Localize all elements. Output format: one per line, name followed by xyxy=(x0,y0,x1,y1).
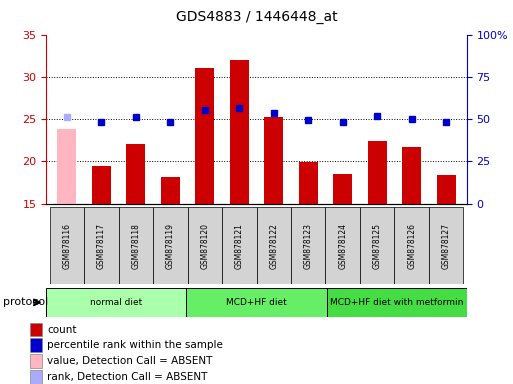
Bar xyxy=(394,207,429,284)
Bar xyxy=(92,166,111,204)
Bar xyxy=(153,207,188,284)
Bar xyxy=(186,288,327,317)
Text: GSM878126: GSM878126 xyxy=(407,223,416,269)
Bar xyxy=(84,207,119,284)
Bar xyxy=(327,288,467,317)
Bar xyxy=(325,207,360,284)
Bar xyxy=(50,207,84,284)
Text: GSM878118: GSM878118 xyxy=(131,223,141,269)
Text: value, Detection Call = ABSENT: value, Detection Call = ABSENT xyxy=(47,356,212,366)
Bar xyxy=(57,129,76,204)
Bar xyxy=(256,207,291,284)
Bar xyxy=(429,207,463,284)
Text: protocol: protocol xyxy=(3,297,48,308)
Bar xyxy=(360,207,394,284)
Text: GSM878123: GSM878123 xyxy=(304,223,313,269)
Text: GSM878120: GSM878120 xyxy=(200,223,209,269)
Text: GDS4883 / 1446448_at: GDS4883 / 1446448_at xyxy=(175,10,338,23)
Bar xyxy=(46,288,186,317)
Text: count: count xyxy=(47,324,76,334)
Text: normal diet: normal diet xyxy=(90,298,143,307)
Text: GSM878122: GSM878122 xyxy=(269,223,278,269)
Bar xyxy=(30,338,42,353)
Text: GSM878116: GSM878116 xyxy=(63,223,71,269)
Text: percentile rank within the sample: percentile rank within the sample xyxy=(47,340,223,350)
Bar xyxy=(30,323,42,336)
Bar xyxy=(264,116,283,204)
Bar xyxy=(230,60,249,204)
Bar xyxy=(30,370,42,384)
Text: GSM878117: GSM878117 xyxy=(97,223,106,269)
Text: MCD+HF diet: MCD+HF diet xyxy=(226,298,287,307)
Text: GSM878121: GSM878121 xyxy=(235,223,244,269)
Text: GSM878127: GSM878127 xyxy=(442,223,450,269)
Bar xyxy=(299,162,318,204)
Bar xyxy=(333,174,352,204)
Bar xyxy=(30,354,42,368)
Bar xyxy=(222,207,256,284)
Text: MCD+HF diet with metformin: MCD+HF diet with metformin xyxy=(330,298,463,307)
Bar xyxy=(402,147,421,204)
Bar xyxy=(437,175,456,204)
Text: GSM878119: GSM878119 xyxy=(166,223,175,269)
Text: GSM878124: GSM878124 xyxy=(338,223,347,269)
Bar xyxy=(161,177,180,204)
Text: rank, Detection Call = ABSENT: rank, Detection Call = ABSENT xyxy=(47,372,207,382)
Bar xyxy=(188,207,222,284)
Bar xyxy=(291,207,325,284)
Bar xyxy=(195,68,214,204)
Bar xyxy=(368,141,387,204)
Bar xyxy=(119,207,153,284)
Bar xyxy=(126,144,145,204)
Text: GSM878125: GSM878125 xyxy=(372,223,382,269)
